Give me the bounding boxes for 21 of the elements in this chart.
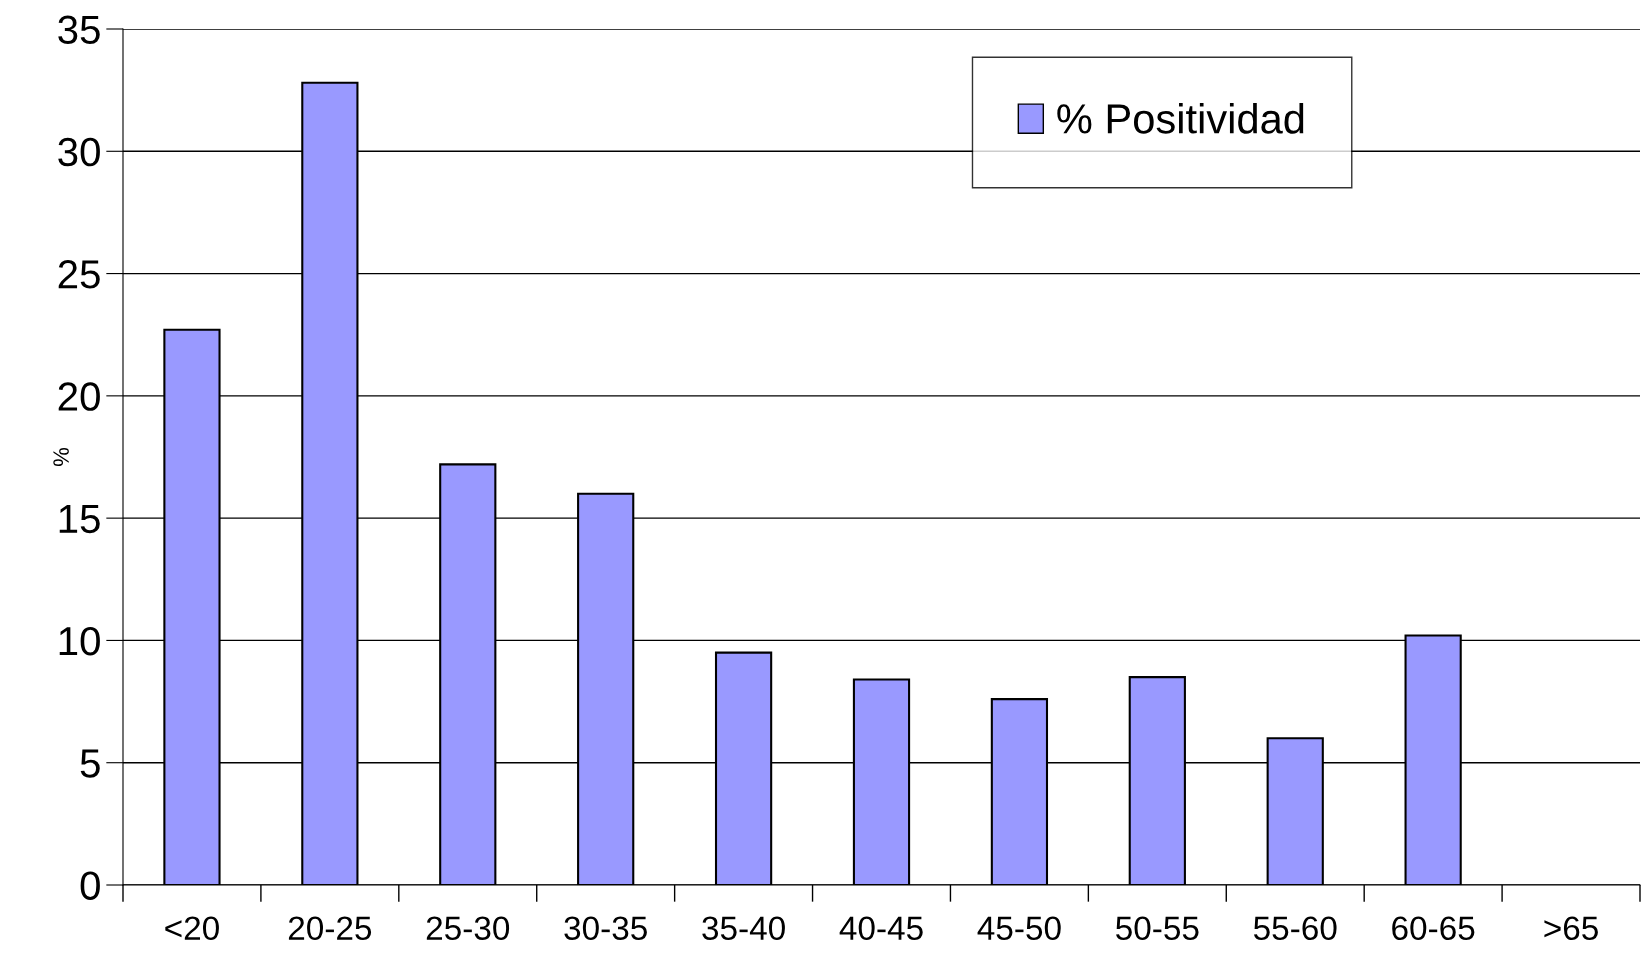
x-tick-label: 30-35 [564,916,647,941]
y-axis-title: % [53,447,69,467]
x-tick-label: 40-45 [839,916,923,941]
y-tick-label: 25 [58,260,100,289]
x-tick-label: 25-30 [426,916,510,941]
x-tick-label: >65 [1544,916,1598,941]
y-tick-label: 0 [80,871,100,900]
y-tick-label: 20 [58,382,100,411]
x-tick-label: <20 [165,916,219,941]
x-tick-label: 45-50 [977,916,1061,941]
x-tick-label: 50-55 [1116,916,1199,941]
x-tick-label: 20-25 [288,916,372,941]
legend-label: % Positividad [1057,103,1304,134]
y-tick-label: 35 [58,15,100,44]
y-tick-label: 5 [80,749,100,778]
y-tick-label: 30 [58,137,100,167]
x-tick-label: 55-60 [1253,916,1337,941]
x-tick-label: 35-40 [702,916,785,941]
y-tick-label: 10 [59,626,100,656]
y-tick-label: 15 [59,505,100,534]
x-tick-label: 60-65 [1392,916,1475,941]
